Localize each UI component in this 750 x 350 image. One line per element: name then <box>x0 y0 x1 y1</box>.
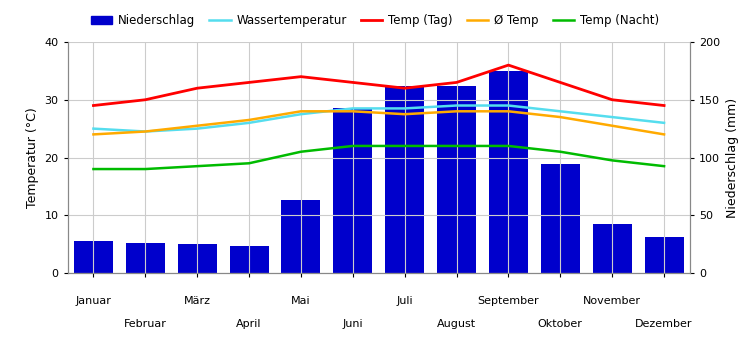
Bar <box>178 244 217 273</box>
Legend: Niederschlag, Wassertemperatur, Temp (Tag), Ø Temp, Temp (Nacht): Niederschlag, Wassertemperatur, Temp (Ta… <box>86 9 664 32</box>
Text: Juli: Juli <box>396 296 413 306</box>
Bar <box>592 224 632 273</box>
Text: Dezember: Dezember <box>635 319 693 329</box>
Bar <box>437 86 476 273</box>
Bar <box>541 164 580 273</box>
Bar <box>644 237 683 273</box>
Y-axis label: Niederschlag (mm): Niederschlag (mm) <box>726 97 739 218</box>
Bar <box>489 71 528 273</box>
Bar <box>333 108 372 273</box>
Text: September: September <box>478 296 539 306</box>
Text: November: November <box>584 296 641 306</box>
Bar <box>126 243 165 273</box>
Bar <box>230 246 268 273</box>
Bar <box>74 241 113 273</box>
Text: August: August <box>437 319 476 329</box>
Text: Juni: Juni <box>343 319 363 329</box>
Text: Oktober: Oktober <box>538 319 583 329</box>
Text: April: April <box>236 319 262 329</box>
Text: Februar: Februar <box>124 319 166 329</box>
Bar <box>281 200 320 273</box>
Text: Mai: Mai <box>291 296 310 306</box>
Text: Januar: Januar <box>76 296 111 306</box>
Bar <box>386 86 424 273</box>
Text: März: März <box>184 296 211 306</box>
Y-axis label: Temperatur (°C): Temperatur (°C) <box>26 107 39 208</box>
